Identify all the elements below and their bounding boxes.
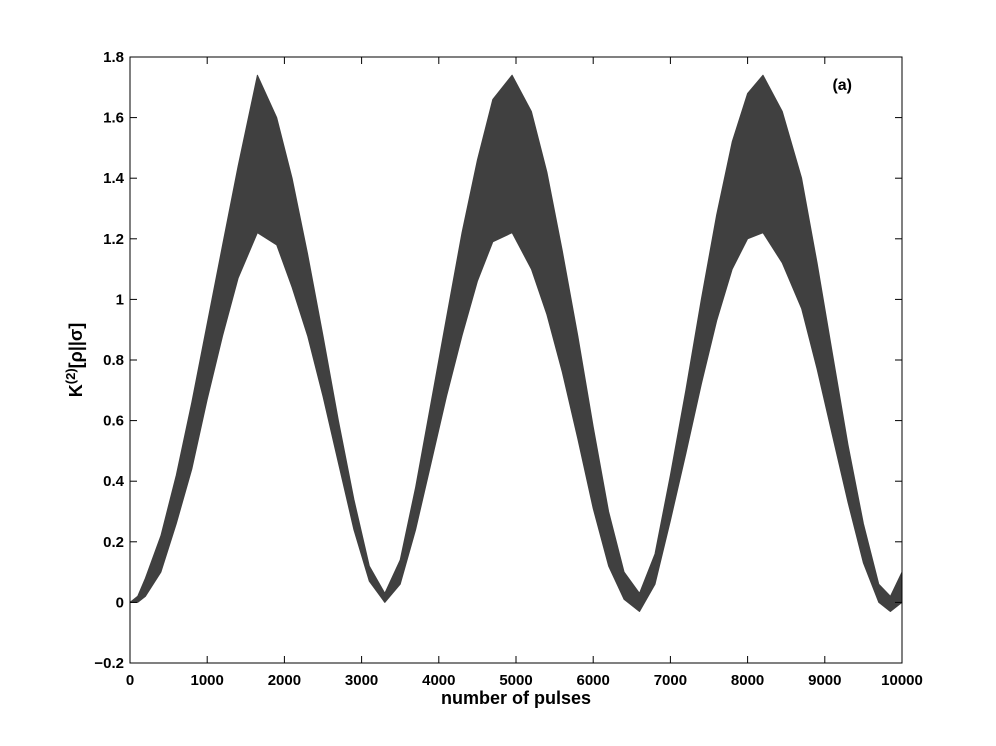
x-tick-label: 2000	[268, 672, 301, 689]
y-axis-title-main: K	[66, 384, 86, 397]
x-tick-label: 5000	[499, 672, 532, 689]
y-tick-label: 1.8	[103, 49, 124, 66]
x-tick-label: 4000	[422, 672, 455, 689]
x-tick-label: 9000	[808, 672, 841, 689]
y-axis-title-superscript: (2)	[63, 368, 78, 384]
y-tick-label: 0.2	[103, 534, 124, 551]
y-tick-label: 0.8	[103, 352, 124, 369]
y-axis-title-suffix: [ρ||σ]	[66, 323, 86, 369]
y-tick-label: 0.6	[103, 413, 124, 430]
y-tick-label: −0.2	[94, 655, 124, 672]
y-axis: −0.2 0 0.2 0.4 0.6 0.8 1 1.2 1.4 1.6 1.8	[94, 49, 902, 672]
x-tick-label: 6000	[577, 672, 610, 689]
x-tick-label: 3000	[345, 672, 378, 689]
y-tick-label: 1	[116, 291, 124, 308]
x-axis: 0 1000 2000 3000 4000 5000 6000 7000 8000 9000 100…	[126, 57, 923, 689]
y-axis-title: K(2)[ρ||σ]	[63, 323, 86, 397]
y-tick-label: 0	[116, 594, 124, 611]
x-tick-label: 10000	[881, 672, 923, 689]
x-tick-label: 1000	[191, 672, 224, 689]
y-tick-label: 0.4	[103, 473, 125, 490]
y-tick-label: 1.4	[103, 170, 125, 187]
y-tick-label: 1.2	[103, 231, 124, 248]
x-tick-label: 7000	[654, 672, 687, 689]
x-tick-label: 8000	[731, 672, 764, 689]
panel-label: (a)	[832, 77, 852, 94]
x-tick-label: 0	[126, 672, 134, 689]
y-tick-label: 1.6	[103, 110, 124, 127]
x-axis-title: number of pulses	[441, 688, 591, 708]
